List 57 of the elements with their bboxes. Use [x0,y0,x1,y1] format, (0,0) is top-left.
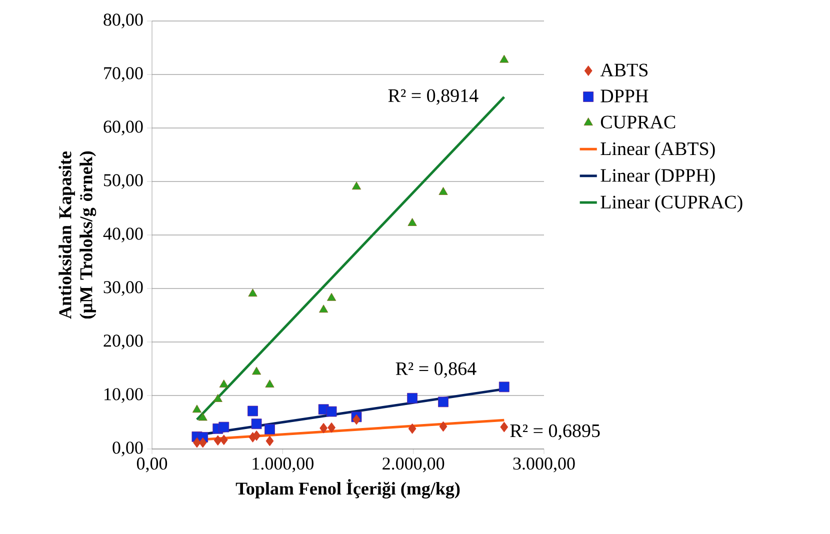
x-tick-label: 0,00 [136,458,168,472]
point [251,418,262,430]
point [198,412,208,421]
point [408,423,416,434]
point [213,394,222,402]
legend-label: ABTS [600,64,648,76]
y-tick-label: 20,00 [104,334,143,350]
point [252,366,262,375]
point [439,421,448,432]
y-tick-label: 0,00 [112,442,143,456]
annotation: R² = 0,8914 [388,89,478,105]
x-tick-label: 1.000,00 [252,458,314,472]
point [248,406,258,416]
point [266,436,274,446]
x-axis-title: Toplam Fenol İçeriği (mg/kg) [236,479,460,499]
y-axis-title: Antioksidan Kapasite (µM Troloks/g örnek) [58,151,96,319]
point [248,288,258,297]
y-tick-label: 30,00 [104,281,143,296]
point [193,437,201,448]
point [438,396,448,408]
point [500,54,509,63]
point [219,380,228,388]
legend-label: DPPH [600,90,648,102]
point [326,406,337,417]
point [218,422,230,432]
annotation: R² = 0,864 [396,362,476,378]
point [319,304,328,313]
point [498,382,510,392]
legend-label: CUPRAC [600,116,676,129]
y-tick-label: 10,00 [104,388,143,403]
point [252,430,260,441]
legend-label: Linear (ABTS) [600,142,715,160]
y-tick-label: 50,00 [104,174,143,189]
point [407,392,418,404]
point [264,424,275,434]
point [438,186,448,195]
point [265,380,274,388]
x-tick-label: 2.000,00 [382,458,444,472]
legend-label: Linear (CUPRAC) [600,195,742,212]
annotation: R² = 0,6895 [510,424,600,440]
x-tick-label: 3.000,00 [513,458,575,472]
point [352,182,362,190]
point [220,434,228,446]
point [500,422,508,432]
point [408,218,417,226]
y-tick-label: 80,00 [104,14,143,28]
point [352,414,360,425]
point [328,422,336,433]
point [214,435,222,446]
legend-label: Linear (DPPH) [600,168,715,186]
y-tick-label: 60,00 [104,120,143,136]
point [320,422,328,434]
point [192,404,202,413]
y-tick-label: 70,00 [104,67,143,82]
y-tick-label: 40,00 [103,228,143,242]
point [327,292,336,301]
point [198,437,207,448]
